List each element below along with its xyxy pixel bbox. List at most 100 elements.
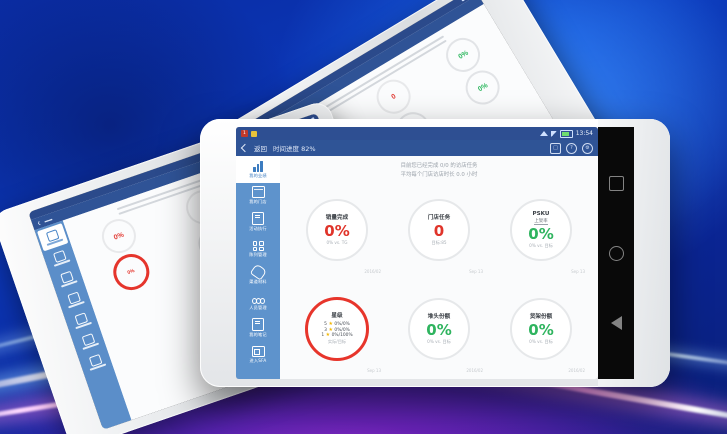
star-icon: ★ bbox=[328, 326, 333, 333]
metric-footer: 0% vs. TG bbox=[326, 239, 348, 245]
sidebar-item-label: 我的业绩 bbox=[249, 172, 267, 178]
sidebar-item-notes[interactable]: 我的笔记 bbox=[236, 315, 280, 342]
sidebar-item-label: 人员管理 bbox=[249, 305, 267, 311]
note-icon bbox=[252, 317, 265, 331]
metric-date: 2016/02 bbox=[364, 269, 381, 274]
sidebar-item-materials[interactable]: 渠道材料 bbox=[236, 262, 280, 289]
star-row: 1 ★ 0%/100% bbox=[321, 332, 353, 339]
star-icon: ★ bbox=[325, 332, 331, 338]
message-icon[interactable]: □ bbox=[550, 142, 561, 154]
star-value: 0%/0% bbox=[334, 322, 350, 327]
metric-title: 销量完成 bbox=[325, 214, 349, 221]
app-body: 我的业绩 我的门店 活动执行 bbox=[236, 156, 598, 379]
sidebar-item-label: 进入SFA bbox=[249, 358, 267, 364]
sidebar-item-label: 陈列管理 bbox=[249, 252, 267, 258]
sidebar-item-label: 活动执行 bbox=[249, 225, 267, 231]
metric-title: 货架份额 bbox=[529, 313, 553, 320]
metric-ring: 门店任务 0 目标:85 bbox=[408, 198, 470, 261]
status-bar: 1 13:54 bbox=[236, 127, 598, 140]
notification-badge: 1 bbox=[241, 130, 248, 137]
metric-ring: PSKU 上架率 0% 0% vs. 目标 bbox=[510, 198, 572, 261]
metric-title: 星级 bbox=[331, 313, 343, 319]
metric-footer: 0% vs. 目标 bbox=[427, 338, 451, 344]
battery-icon bbox=[559, 129, 573, 138]
navbar-title: 时间进度 82% bbox=[273, 145, 316, 153]
sidebar-item-performance[interactable]: 我的业绩 bbox=[236, 156, 280, 183]
sidebar-item-stores[interactable]: 我的门店 bbox=[236, 183, 280, 210]
metric-value: 0% bbox=[324, 221, 350, 240]
back-label[interactable]: 返回 bbox=[254, 145, 267, 153]
metric-ring-highlighted: 星级 5 ★ 0%/0% 3 bbox=[305, 296, 369, 361]
metric-card[interactable]: 销量完成 0% 0% vs. TG 2016/02 bbox=[287, 181, 387, 278]
metric-date: Sep 13 bbox=[367, 368, 381, 373]
metric-footer: 实际/目标 bbox=[327, 339, 347, 344]
metric-card-grid: 销量完成 0% 0% vs. TG 2016/02 门店任务 0 bbox=[287, 181, 591, 377]
sidebar-item-people[interactable]: 人员管理 bbox=[236, 289, 280, 316]
grid-icon bbox=[252, 240, 265, 252]
metric-title: PSKU bbox=[532, 211, 550, 217]
metric-date: Sep 13 bbox=[571, 269, 585, 274]
app-root: 1 13:54 返回 时间进度 82% □ ? ⚙ bbox=[236, 127, 598, 379]
clipboard-icon bbox=[252, 211, 265, 225]
store-icon bbox=[251, 186, 265, 199]
metric-card[interactable]: 货架份额 0% 0% vs. 目标 2016/02 bbox=[491, 280, 591, 377]
status-bar-left: 1 bbox=[241, 130, 537, 137]
star-value: 0%/100% bbox=[331, 333, 353, 338]
phone-screen: 1 13:54 返回 时间进度 82% □ ? ⚙ bbox=[236, 127, 598, 379]
summary-line-2: 平均每个门店访店时长 0.0 小时 bbox=[400, 172, 478, 178]
sidebar: 我的业绩 我的门店 活动执行 bbox=[236, 156, 280, 379]
metric-date: 2016/02 bbox=[568, 368, 585, 373]
sidebar-item-label: 渠道材料 bbox=[249, 278, 267, 284]
star-level: 1 bbox=[321, 333, 325, 338]
sidebar-item-label: 我的笔记 bbox=[249, 331, 267, 337]
metric-value: 0 bbox=[433, 221, 445, 240]
star-icon: ★ bbox=[328, 321, 333, 327]
sidebar-item-activities[interactable]: 活动执行 bbox=[236, 209, 280, 236]
main-content: 目前您已经完成 0/0 的访店任务 平均每个门店访店时长 0.0 小时 销量完成… bbox=[280, 156, 598, 379]
sidebar-item-label: 我的门店 bbox=[249, 199, 267, 205]
metric-subtitle: 上架率 bbox=[534, 219, 548, 225]
wifi-icon bbox=[539, 131, 548, 136]
metric-footer: 目标:85 bbox=[431, 239, 447, 245]
metric-footer: 0% vs. 目标 bbox=[529, 243, 553, 248]
chevron-left-icon[interactable] bbox=[240, 143, 250, 153]
metric-value: 0% bbox=[426, 320, 452, 339]
sidebar-item-display[interactable]: 陈列管理 bbox=[236, 236, 280, 263]
metric-card[interactable]: 堆头份额 0% 0% vs. 目标 2016/02 bbox=[389, 280, 489, 377]
star-list: 5 ★ 0%/0% 3 ★ 0%/0% bbox=[321, 321, 353, 339]
metric-value: 0% bbox=[528, 320, 554, 339]
summary-line-1: 目前您已经完成 0/0 的访店任务 bbox=[400, 163, 478, 169]
star-row: 5 ★ 0%/0% bbox=[324, 321, 350, 328]
metric-date: Sep 13 bbox=[469, 269, 483, 274]
metric-ring: 堆头份额 0% 0% vs. 目标 bbox=[408, 297, 470, 360]
notification-icon bbox=[250, 130, 257, 137]
status-clock: 13:54 bbox=[575, 130, 593, 137]
help-icon[interactable]: ? bbox=[566, 142, 577, 154]
chart-icon bbox=[252, 160, 265, 172]
app-navbar: 返回 时间进度 82% □ ? ⚙ bbox=[236, 140, 598, 156]
recent-apps-button[interactable] bbox=[608, 176, 624, 192]
metric-date: 2016/02 bbox=[466, 368, 483, 373]
metric-title: 堆头份额 bbox=[427, 313, 451, 320]
metric-footer: 0% vs. 目标 bbox=[529, 338, 553, 344]
card-icon bbox=[251, 346, 265, 358]
navbar-icons: □ ? ⚙ bbox=[550, 140, 593, 156]
people-icon bbox=[251, 293, 265, 305]
metric-card[interactable]: PSKU 上架率 0% 0% vs. 目标 Sep 13 bbox=[491, 181, 591, 278]
star-level: 5 bbox=[324, 322, 327, 327]
home-button[interactable] bbox=[608, 245, 624, 261]
metric-ring: 货架份额 0% 0% vs. 目标 bbox=[510, 297, 572, 360]
signal-icon bbox=[550, 130, 557, 137]
metric-ring: 销量完成 0% 0% vs. TG bbox=[306, 198, 368, 261]
back-button[interactable] bbox=[610, 315, 622, 330]
sidebar-item-sfa[interactable]: 进入SFA bbox=[236, 342, 280, 369]
star-row: 3 ★ 0%/0% bbox=[324, 326, 350, 333]
metric-card[interactable]: 门店任务 0 目标:85 Sep 13 bbox=[389, 181, 489, 278]
android-navigation-bar bbox=[598, 127, 634, 379]
metric-card-star-rating[interactable]: 星级 5 ★ 0%/0% 3 bbox=[287, 280, 387, 377]
clip-icon bbox=[249, 263, 267, 281]
main-phone: HUAWEI 1 13:54 bbox=[200, 119, 670, 387]
settings-icon[interactable]: ⚙ bbox=[582, 142, 593, 154]
metric-title: 门店任务 bbox=[427, 214, 451, 221]
